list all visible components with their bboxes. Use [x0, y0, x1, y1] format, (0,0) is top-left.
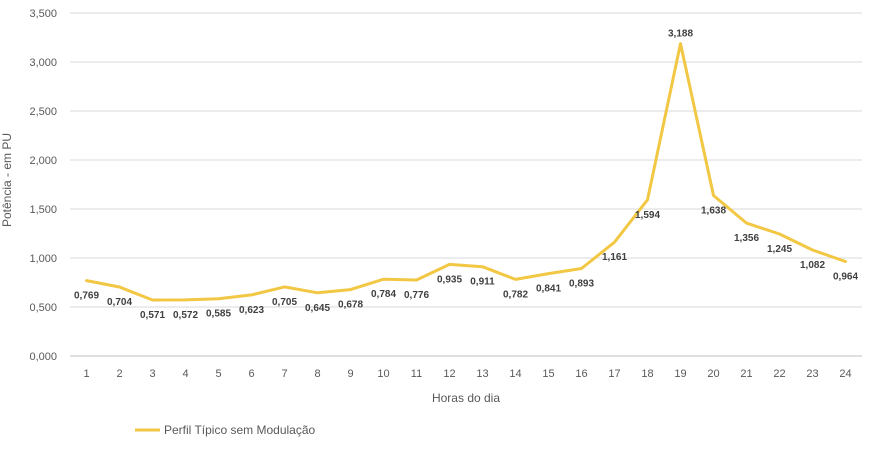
data-label: 1,594 — [635, 210, 660, 221]
x-tick-label: 14 — [509, 368, 521, 380]
data-labels: 0,769 0,704 0,571 0,572 0,585 0,623 0,705 0,645… — [74, 29, 858, 321]
data-label: 1,638 — [701, 205, 726, 216]
x-tick-label: 13 — [476, 368, 488, 380]
y-tick-label: 0,500 — [29, 302, 57, 314]
x-tick-label: 5 — [215, 368, 221, 380]
data-label: 1,161 — [602, 252, 627, 263]
x-tick-label: 22 — [773, 368, 785, 380]
data-label: 1,245 — [767, 244, 792, 255]
x-tick-label: 1 — [83, 368, 89, 380]
data-label: 0,571 — [140, 310, 165, 321]
data-label: 0,911 — [470, 277, 495, 288]
x-tick-label: 23 — [806, 368, 818, 380]
x-tick-label: 10 — [377, 368, 389, 380]
data-label: 0,572 — [173, 310, 198, 321]
legend: Perfil Típico sem Modulação — [135, 423, 316, 437]
data-label: 0,585 — [206, 309, 231, 320]
y-tick-label: 1,000 — [29, 253, 57, 265]
y-axis-title: Potência - em PU — [0, 133, 14, 227]
x-tick-label: 18 — [641, 368, 653, 380]
data-label: 0,678 — [338, 300, 363, 311]
data-label: 0,935 — [437, 274, 462, 285]
x-tick-label: 11 — [411, 368, 422, 380]
x-tick-label: 7 — [281, 368, 287, 380]
x-tick-label: 12 — [443, 368, 455, 380]
x-tick-label: 21 — [740, 368, 752, 380]
y-tick-label: 0,000 — [29, 351, 57, 363]
x-tick-labels: 1 2 3 4 5 6 7 8 9 10 11 12 13 14 15 16 17 18 19 20 21 22 23 24 — [83, 368, 851, 380]
y-tick-label: 2,500 — [29, 106, 57, 118]
x-tick-label: 17 — [608, 368, 620, 380]
data-label: 0,964 — [833, 272, 858, 283]
series-line — [85, 42, 847, 302]
series-group — [85, 42, 847, 302]
y-tick-label: 3,000 — [29, 57, 57, 69]
x-tick-label: 8 — [314, 368, 320, 380]
x-tick-label: 3 — [149, 368, 155, 380]
x-tick-label: 2 — [116, 368, 122, 380]
data-label: 0,623 — [239, 305, 264, 316]
data-label: 3,188 — [668, 29, 693, 40]
data-label: 0,705 — [272, 297, 297, 308]
x-tick-label: 16 — [575, 368, 587, 380]
data-label: 0,704 — [107, 297, 132, 308]
y-tick-label: 3,500 — [29, 8, 57, 20]
data-label: 0,776 — [404, 290, 429, 301]
y-tick-label: 2,000 — [29, 155, 57, 167]
x-tick-label: 4 — [182, 368, 188, 380]
gridlines — [70, 12, 862, 357]
data-label: 0,893 — [569, 278, 594, 289]
x-tick-label: 6 — [248, 368, 254, 380]
data-label: 1,356 — [734, 233, 759, 244]
data-label: 0,841 — [536, 284, 561, 295]
legend-label: Perfil Típico sem Modulação — [164, 423, 316, 437]
y-tick-label: 1,500 — [29, 204, 57, 216]
x-tick-label: 9 — [347, 368, 353, 380]
data-label: 0,782 — [503, 289, 528, 300]
data-label: 0,769 — [74, 291, 99, 302]
x-tick-label: 15 — [542, 368, 554, 380]
x-tick-label: 24 — [839, 368, 851, 380]
data-label: 0,645 — [305, 303, 330, 314]
x-tick-label: 20 — [707, 368, 719, 380]
x-tick-label: 19 — [674, 368, 686, 380]
data-label: 1,082 — [800, 260, 825, 271]
y-tick-labels: 0,000 0,500 1,000 1,500 2,000 2,500 3,000 3,500 — [29, 8, 57, 363]
x-axis-title: Horas do dia — [432, 391, 500, 405]
data-label: 0,784 — [371, 289, 396, 300]
